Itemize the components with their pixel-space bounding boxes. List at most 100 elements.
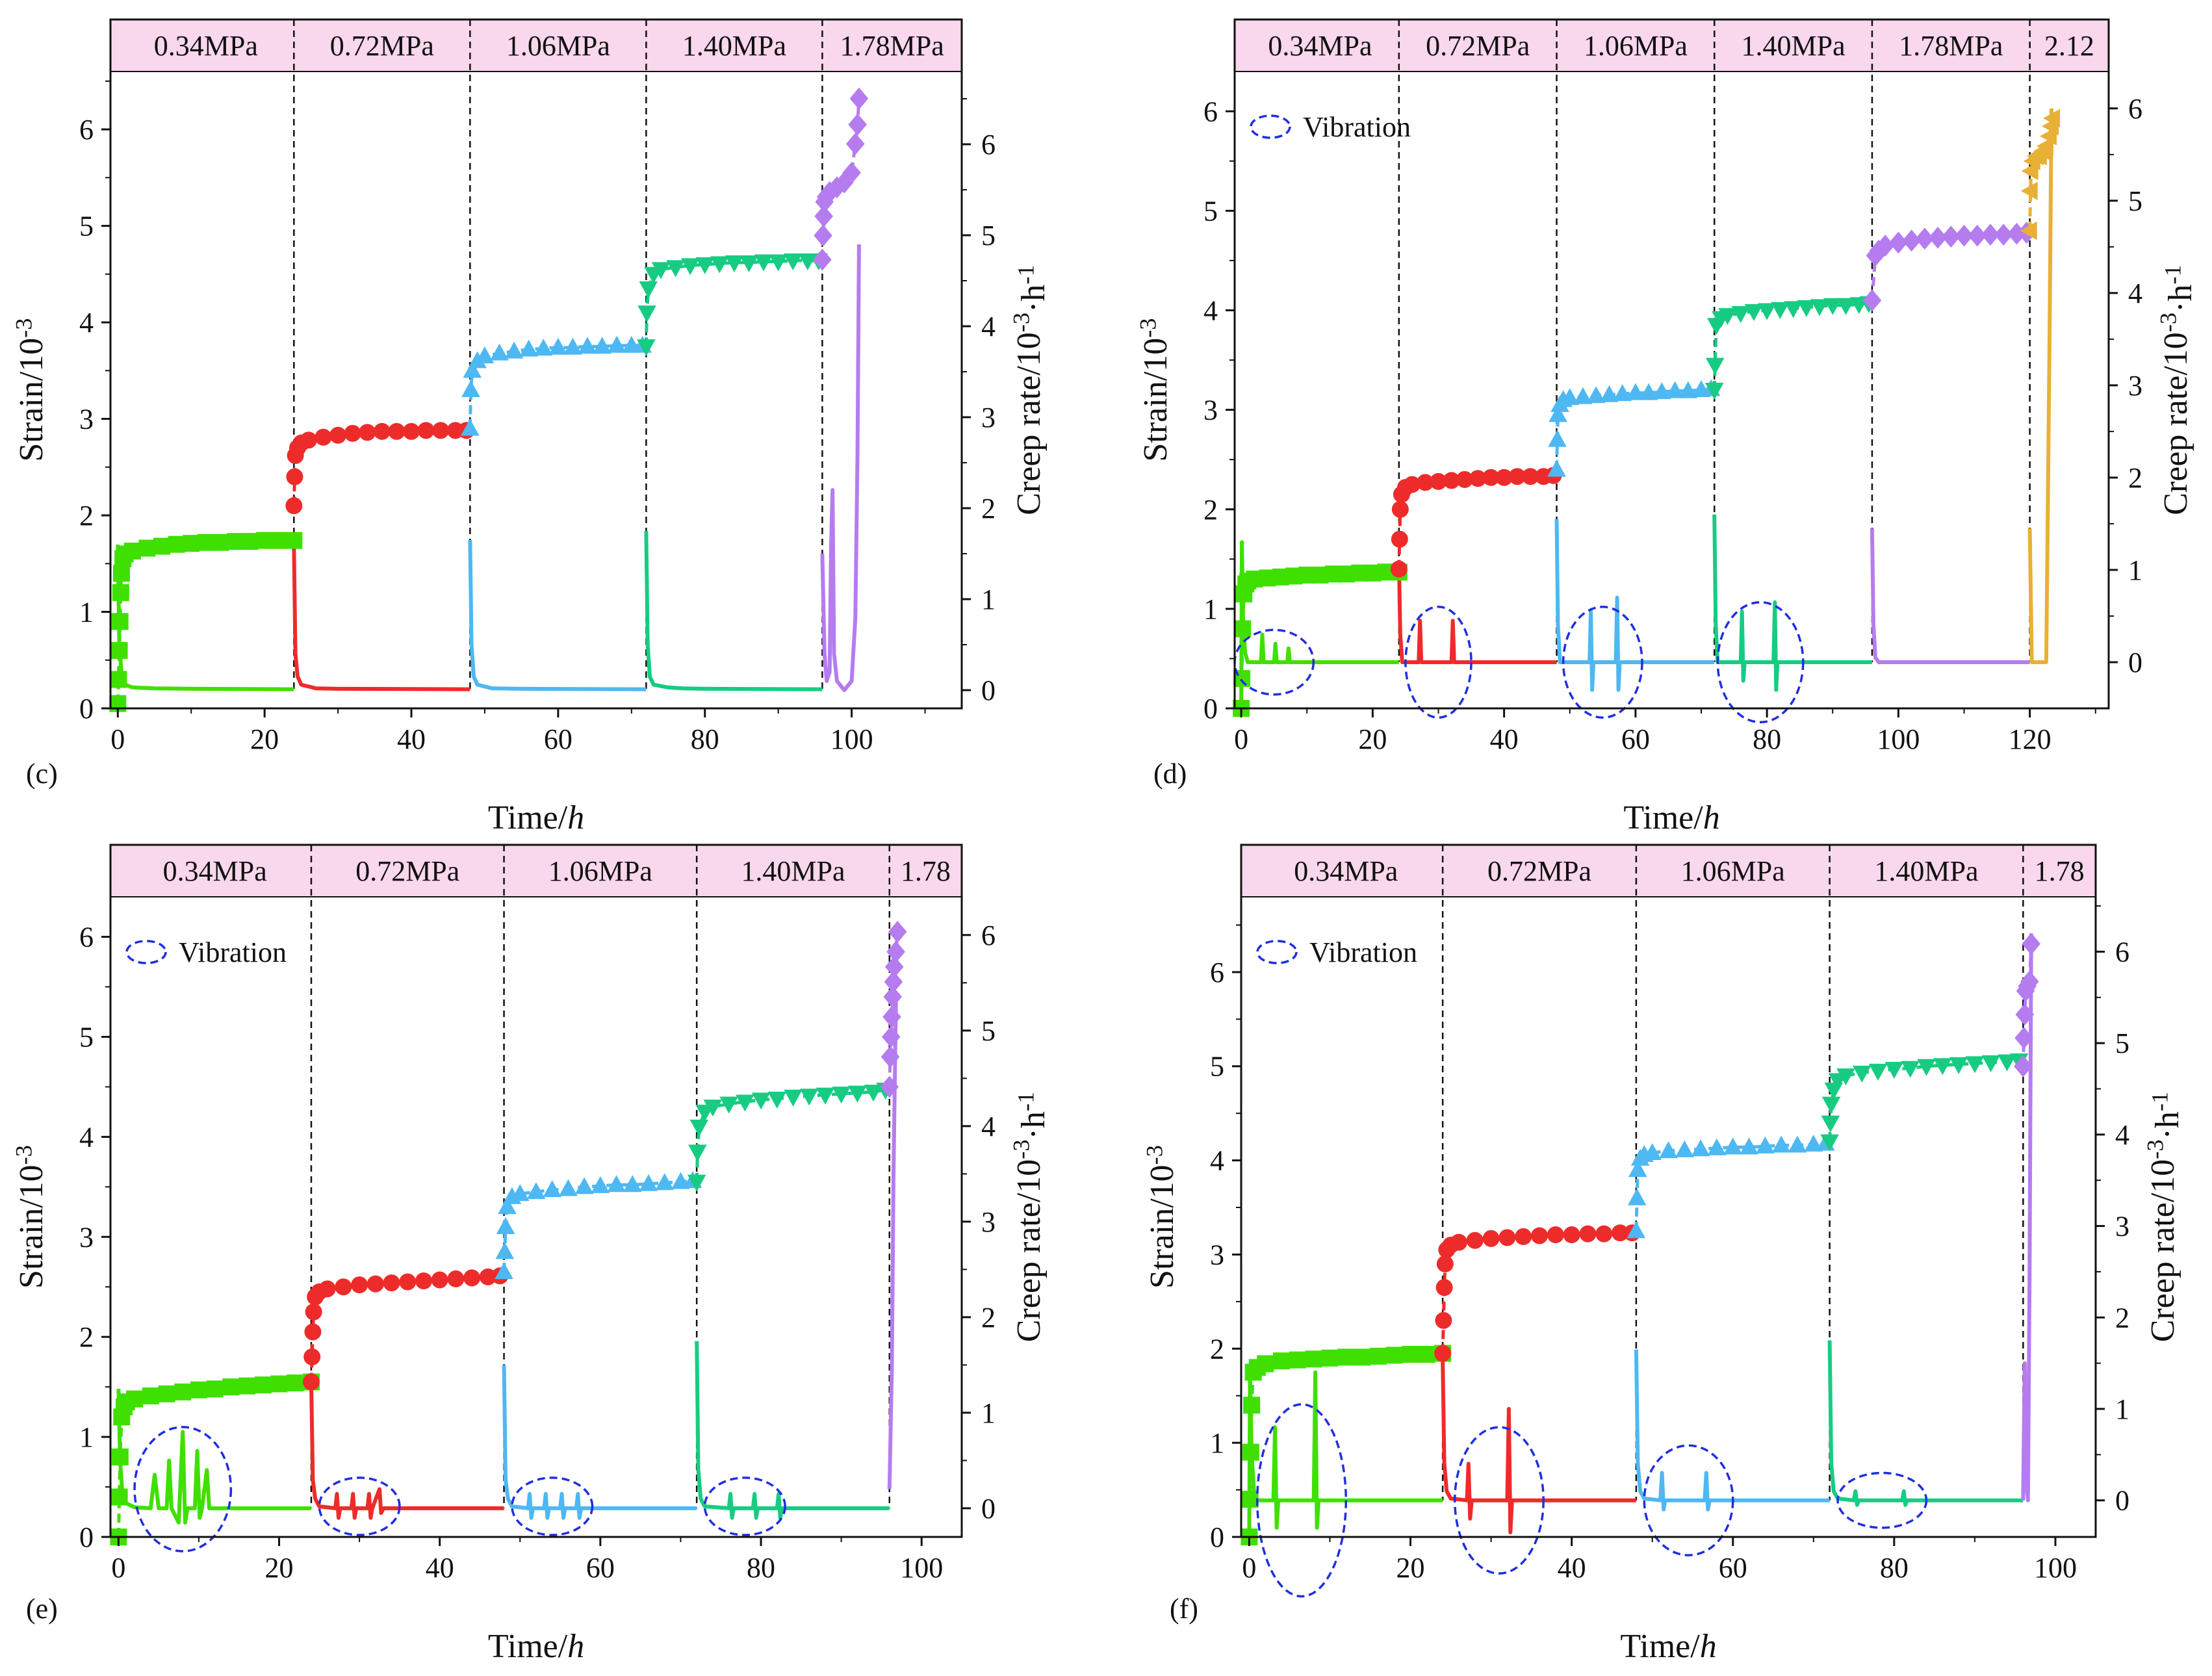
- strain-point: [591, 1176, 610, 1193]
- strain-point: [849, 87, 869, 110]
- strain-point: [1744, 303, 1764, 321]
- strain-point: [1902, 229, 1921, 252]
- y-left-tick-label: 0: [79, 1521, 94, 1553]
- strain-line: [116, 539, 294, 704]
- strain-point: [1665, 381, 1684, 398]
- stage-label: 0.34MPa: [163, 855, 267, 887]
- plot-frame: [109, 18, 963, 710]
- strain-point: [1435, 1279, 1453, 1296]
- y-right-tick-label: 5: [981, 220, 996, 251]
- strain-point: [1756, 1136, 1775, 1154]
- creep-rate-line: [644, 530, 823, 691]
- strain-point: [463, 361, 482, 378]
- strain-point: [1404, 476, 1421, 493]
- strain-point: [1547, 459, 1566, 477]
- strain-point: [2022, 933, 2041, 955]
- strain-point: [703, 1100, 723, 1117]
- strain-point: [2043, 109, 2061, 128]
- strain-point: [344, 424, 361, 442]
- strain-point: [388, 422, 405, 440]
- strain-line: [644, 259, 819, 347]
- plot-frame: [109, 844, 963, 1538]
- y-right-tick-label: 5: [981, 1015, 996, 1047]
- vibration-ellipse: [1256, 1403, 1348, 1598]
- strain-point: [461, 380, 480, 398]
- strain-point: [399, 1273, 417, 1291]
- strain-point: [2015, 1003, 2035, 1025]
- plot-frame: [1233, 18, 2110, 710]
- strain-point: [432, 422, 450, 439]
- y-left-tick-label: 1: [79, 1421, 94, 1453]
- x-axis-title: Time/h: [1623, 799, 1719, 836]
- strain-point: [287, 1374, 304, 1391]
- strain-point: [1311, 566, 1329, 584]
- strain-point: [882, 1005, 901, 1028]
- strain-point: [447, 1270, 465, 1287]
- y-right-tick-label: 2: [2115, 1302, 2129, 1334]
- strain-line: [1712, 302, 1870, 391]
- strain-point: [1869, 239, 1888, 262]
- strain-point: [1705, 357, 1725, 375]
- strain-point: [415, 1272, 432, 1289]
- vibration-ellipse: [1716, 600, 1805, 724]
- strain-point: [814, 205, 833, 227]
- creep-rate-line: [1827, 1340, 2024, 1507]
- strain-point: [1390, 560, 1408, 578]
- strain-point: [1875, 235, 1895, 257]
- legend-vibration-icon: [1250, 114, 1291, 139]
- x-tick-label: 40: [397, 723, 426, 755]
- strain-point: [254, 1376, 272, 1394]
- strain-point: [1659, 1141, 1678, 1159]
- y-right-axis-title: Creep rate/10-3​·h-1​: [2142, 1092, 2186, 1343]
- creep-rate-line: [1712, 514, 1872, 692]
- y-left-tick-label: 3: [79, 404, 94, 435]
- strain-point: [1579, 1225, 1597, 1243]
- y-right-tick-label: 3: [2115, 1211, 2129, 1243]
- stage-band: [1235, 19, 2109, 71]
- y-right-tick-label: 2: [981, 1302, 996, 1334]
- strain-point: [461, 419, 480, 436]
- strain-point: [403, 422, 420, 440]
- strain-point: [303, 1348, 321, 1365]
- strain-point: [1377, 563, 1395, 581]
- x-tick-label: 20: [1396, 1552, 1425, 1584]
- strain-point: [1704, 382, 1724, 400]
- strain-point: [1810, 299, 1829, 316]
- strain-point: [710, 256, 729, 274]
- strain-point: [197, 534, 214, 551]
- strain-point: [498, 1197, 517, 1215]
- vibration-ellipse: [703, 1476, 786, 1536]
- strain-point: [1257, 1355, 1274, 1373]
- strain-point: [623, 1175, 642, 1193]
- strain-point: [1434, 1345, 1452, 1362]
- strain-point: [637, 305, 656, 323]
- y-left-tick-label: 3: [1210, 1239, 1224, 1270]
- strain-point: [1391, 500, 1409, 518]
- strain-point: [1965, 1056, 1985, 1074]
- strain-point: [1928, 226, 1948, 249]
- strain-point: [153, 537, 171, 555]
- stage-label: 1.78: [2035, 855, 2085, 887]
- y-left-tick-label: 5: [79, 1021, 94, 1053]
- strain-point: [351, 1276, 368, 1294]
- y-right-tick-label: 4: [981, 1111, 996, 1142]
- strain-point: [1889, 231, 1908, 254]
- strain-point: [1600, 385, 1619, 402]
- strain-point: [110, 1488, 128, 1506]
- strain-point: [123, 542, 141, 560]
- strain-point: [725, 255, 744, 272]
- x-tick-label: 0: [1242, 1552, 1256, 1584]
- y-right-axis-title: Creep rate/10-3​·h-1​: [1009, 264, 1052, 515]
- strain-point: [126, 1390, 144, 1408]
- legend-vibration-icon: [1256, 940, 1298, 964]
- strain-point: [1385, 1347, 1403, 1364]
- strain-point: [1852, 1065, 1871, 1083]
- creep-rate-line: [1554, 519, 1715, 692]
- strain-point: [1531, 1227, 1549, 1244]
- strain-point: [881, 1046, 900, 1068]
- strain-point: [1435, 1311, 1452, 1329]
- strain-point: [655, 1173, 675, 1191]
- strain-point: [637, 339, 656, 357]
- stage-label: 1.40MPa: [1874, 855, 1978, 887]
- strain-point: [1241, 1491, 1259, 1508]
